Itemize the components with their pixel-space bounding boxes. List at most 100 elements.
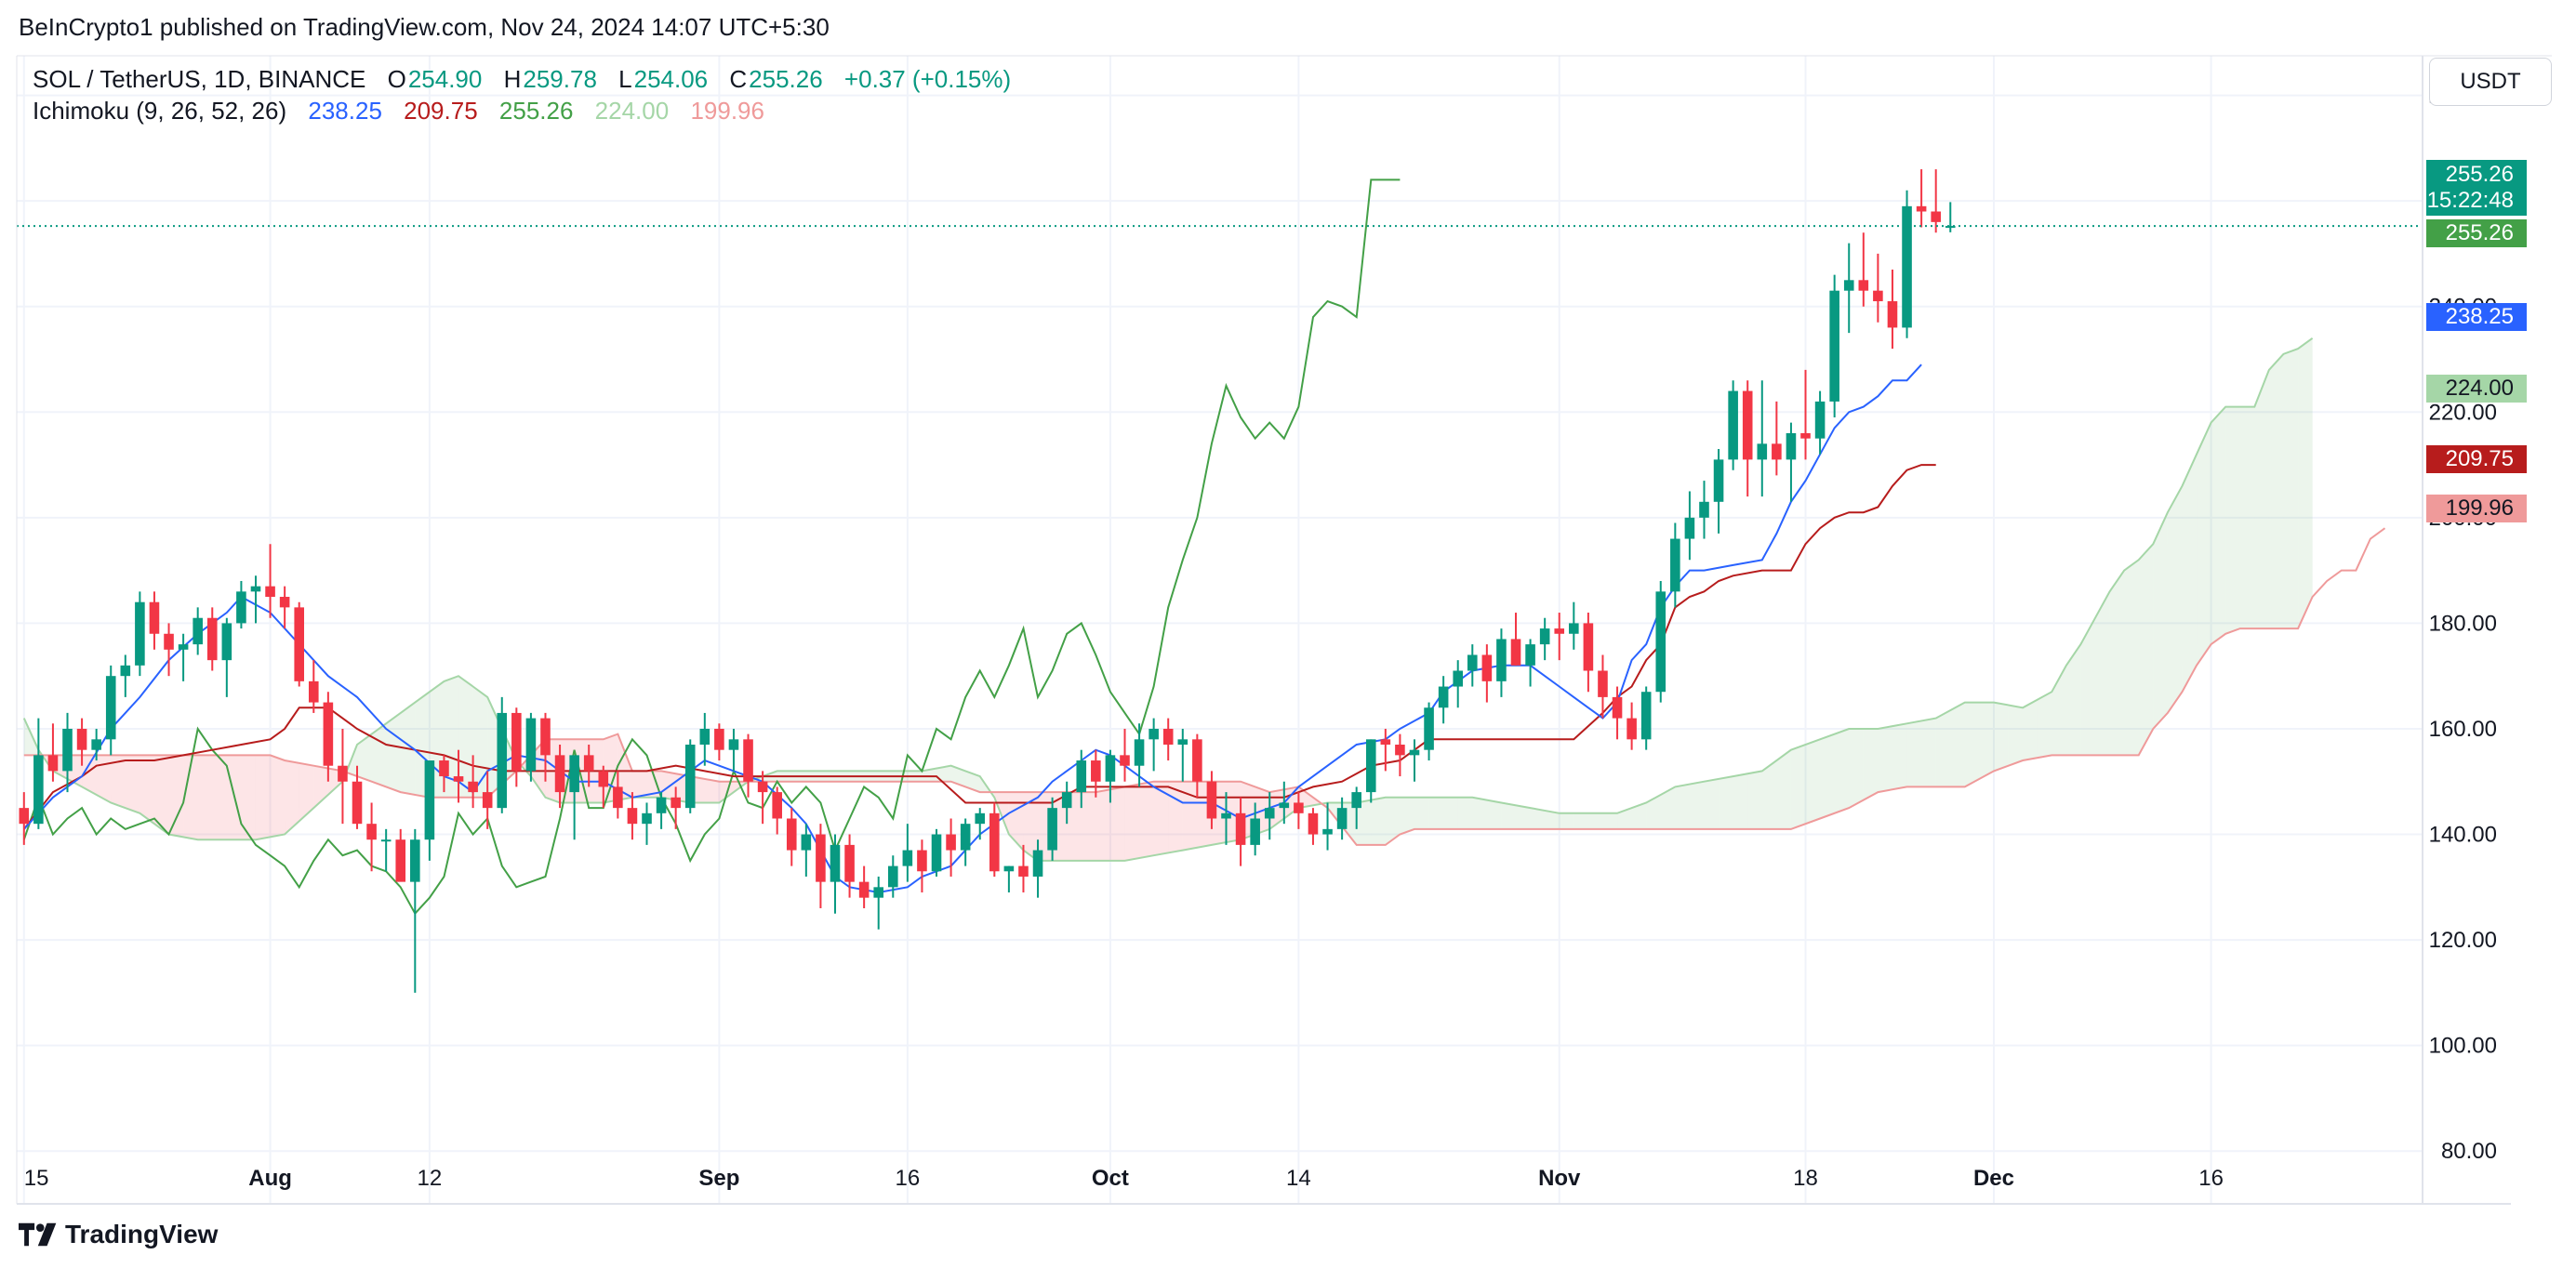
indicator-legend[interactable]: Ichimoku (9, 26, 52, 26) 238.25 209.75 2…	[33, 97, 764, 125]
candle-body	[1539, 628, 1550, 645]
cloud-segment	[1660, 786, 1676, 829]
candle-body	[960, 824, 971, 851]
candle-body	[62, 728, 73, 772]
tradingview-logo[interactable]: TradingView	[19, 1220, 218, 1249]
cloud-segment	[1704, 778, 1720, 829]
candle-body	[1757, 443, 1768, 460]
cloud-segment	[241, 755, 256, 840]
candle-body	[1032, 850, 1043, 877]
cloud-segment	[1617, 808, 1632, 829]
lead-a-tag-value: 224.00	[2445, 376, 2514, 401]
y-tick-label: 120.00	[2429, 928, 2497, 953]
x-tick-label: 16	[2198, 1166, 2224, 1191]
candle-body	[1308, 812, 1319, 835]
y-tick-label: 180.00	[2429, 611, 2497, 636]
candle-body	[642, 812, 652, 825]
cloud-segment	[1849, 728, 1864, 809]
cloud-segment	[1646, 794, 1661, 829]
y-tick-label: 80.00	[2441, 1139, 2497, 1164]
cloud-segment	[386, 712, 401, 793]
candle-body	[1699, 501, 1709, 518]
cloud-segment	[1501, 802, 1517, 829]
candle-body	[395, 839, 406, 882]
currency-button[interactable]: USDT	[2429, 58, 2552, 106]
cloud-segment	[1559, 812, 1574, 829]
candle-body	[554, 755, 565, 793]
candle-body	[1250, 818, 1260, 845]
candle-body	[439, 760, 449, 777]
candle-body	[1192, 739, 1202, 782]
candle-body	[1264, 808, 1275, 819]
candle-body	[250, 586, 261, 592]
candle-body	[1728, 390, 1738, 460]
cloud-segment	[2211, 406, 2226, 645]
x-tick-label: 16	[896, 1166, 921, 1191]
cloud-segment	[2095, 591, 2110, 756]
cloud-segment	[2037, 692, 2052, 759]
candle-body	[1598, 670, 1608, 697]
symbol-legend[interactable]: SOL / TetherUS, 1D, BINANCE O254.90 H259…	[33, 65, 1011, 94]
candle-body	[1510, 639, 1521, 666]
tradingview-logo-icon	[19, 1222, 57, 1247]
candle-body	[1206, 781, 1217, 819]
publisher-header: BeInCrypto1 published on TradingView.com…	[19, 13, 830, 41]
ichimoku-cloud	[23, 337, 2313, 861]
candle-body	[1829, 290, 1839, 402]
time-axis: 15 Aug 12 Sep 16 Oct 14 Nov 18 Dec 16	[24, 1166, 2224, 1191]
cloud-segment	[299, 762, 314, 822]
cloud-segment	[2254, 369, 2269, 629]
candle-body	[1453, 670, 1464, 687]
cloud-segment	[2167, 485, 2183, 713]
cloud-segment	[1602, 812, 1618, 829]
candle-body	[1496, 639, 1507, 681]
candle-body	[728, 739, 739, 750]
cloud-segment	[1139, 781, 1154, 859]
cloud-segment	[2052, 665, 2066, 756]
cloud-segment	[1719, 776, 1733, 829]
candle-body	[613, 786, 623, 809]
lead-b-tag: 199.96	[2426, 495, 2527, 522]
cloud-segment	[168, 755, 184, 838]
cloud-segment	[1023, 792, 1039, 861]
cloud-segment	[183, 755, 198, 840]
candle-body	[844, 844, 855, 882]
cloud-segment	[1385, 797, 1401, 845]
cloud-segment	[1964, 702, 1980, 787]
cloud-segment	[2197, 422, 2211, 666]
candle-body	[1149, 728, 1159, 740]
cloud-segment	[936, 765, 951, 782]
candle-body	[1120, 755, 1130, 766]
candle-body	[1902, 205, 1912, 328]
lagging-tag-value: 255.26	[2445, 220, 2514, 245]
candle-body	[786, 818, 797, 851]
base-tag: 209.75	[2426, 445, 2527, 473]
cloud-segment	[1820, 733, 1835, 819]
candle-body	[1525, 644, 1535, 666]
countdown-value: 15:22:48	[2426, 188, 2514, 213]
cloud-segment	[197, 755, 213, 840]
cloud-segment	[1906, 720, 1922, 787]
candle-body	[1235, 812, 1246, 845]
base-tag-value: 209.75	[2445, 446, 2514, 471]
cloud-segment	[617, 733, 632, 800]
candle-body	[120, 665, 131, 677]
y-tick-label: 160.00	[2429, 717, 2497, 742]
cloud-segment	[1587, 812, 1603, 829]
candle-body	[294, 607, 305, 681]
candle-body	[410, 839, 420, 882]
cloud-segment	[1472, 797, 1487, 829]
candle-body	[1322, 828, 1333, 835]
cloud-segment	[111, 755, 126, 809]
x-tick-label: Aug	[248, 1166, 292, 1191]
low-label: L	[618, 65, 632, 93]
cloud-segment	[285, 760, 299, 835]
cloud-segment	[1545, 810, 1560, 829]
last-price-tag: 255.26 15:22:48	[2426, 160, 2527, 216]
cloud-segment	[357, 733, 372, 782]
close-value: 255.26	[749, 65, 823, 93]
candle-body	[1843, 280, 1854, 291]
x-tick-label: 12	[418, 1166, 443, 1191]
candle-body	[338, 765, 348, 782]
candle-body	[801, 834, 812, 851]
